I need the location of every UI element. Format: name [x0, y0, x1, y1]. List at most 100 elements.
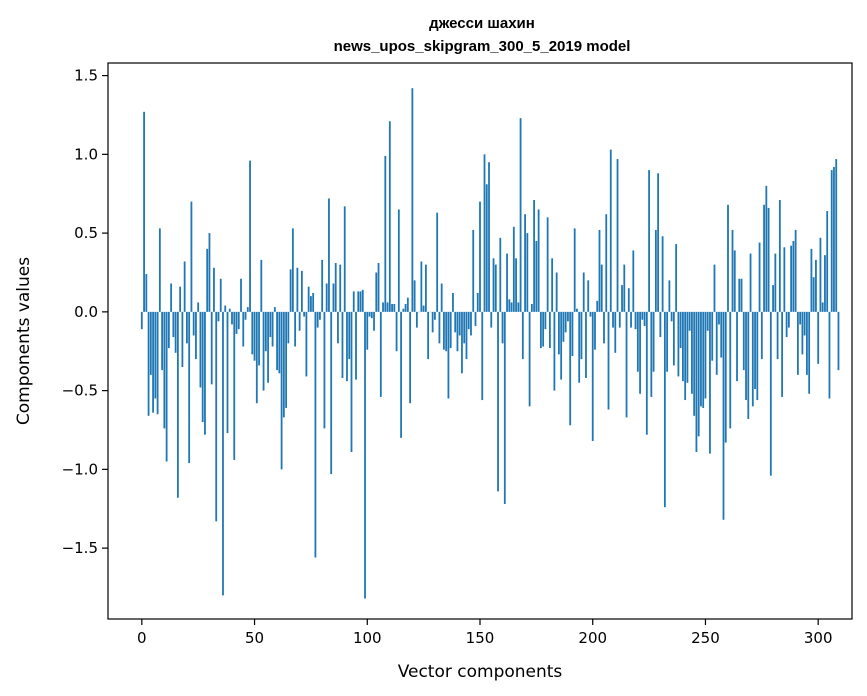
bar	[224, 305, 227, 312]
bar	[760, 311, 763, 360]
bar	[332, 283, 335, 312]
bar	[821, 302, 824, 312]
bar	[607, 311, 610, 410]
bar	[774, 253, 777, 312]
y-tick-label: 0.5	[74, 224, 98, 242]
bar	[625, 311, 628, 418]
bar	[727, 204, 729, 312]
bar	[255, 311, 258, 404]
bar	[291, 228, 294, 312]
bar	[616, 159, 619, 312]
bar	[596, 300, 599, 312]
y-axis-ticks: 1.5 1.0 0.5 0.0 −0.5 −1.0 −1.5	[62, 67, 108, 557]
bar	[316, 311, 319, 328]
bar	[783, 247, 786, 312]
bar	[621, 285, 623, 312]
bar	[404, 303, 407, 312]
bar	[677, 311, 680, 377]
bar	[729, 311, 732, 429]
bar	[235, 311, 238, 334]
bar	[812, 277, 815, 312]
bar	[219, 278, 222, 312]
bar	[192, 311, 195, 336]
bar	[702, 311, 705, 408]
bar	[672, 311, 675, 366]
bar	[578, 311, 581, 383]
bar	[445, 311, 448, 352]
bar	[598, 229, 601, 312]
bar	[359, 291, 362, 312]
bar	[300, 270, 303, 312]
bar	[406, 297, 409, 312]
bar	[395, 311, 398, 352]
bar	[751, 311, 754, 407]
bar	[731, 229, 734, 312]
bar	[830, 170, 833, 312]
bar	[765, 185, 768, 312]
bar	[226, 311, 229, 434]
bar	[240, 278, 242, 312]
x-tick-label: 50	[245, 629, 264, 647]
bar	[364, 311, 366, 599]
bar	[763, 204, 765, 312]
bar	[485, 184, 488, 312]
bar	[174, 311, 177, 353]
bar	[183, 261, 186, 312]
bar	[321, 259, 324, 312]
bar	[535, 240, 538, 312]
bar	[312, 292, 315, 312]
bar	[657, 173, 660, 312]
bar	[636, 311, 639, 372]
bar	[147, 311, 150, 416]
bar	[361, 289, 364, 312]
bar	[280, 311, 283, 470]
bar	[341, 311, 344, 379]
bar	[440, 283, 443, 312]
bar	[384, 155, 387, 312]
y-tick-label: 0.0	[74, 303, 98, 321]
bar	[781, 311, 784, 397]
bar	[215, 311, 218, 522]
bar	[233, 311, 236, 460]
y-tick-label: −1.0	[62, 460, 98, 478]
bar	[431, 311, 434, 333]
bar	[488, 162, 490, 312]
bar	[609, 149, 612, 312]
bar	[449, 311, 452, 349]
bar	[603, 311, 605, 344]
bar	[562, 311, 565, 342]
bar	[679, 311, 682, 349]
bar	[370, 311, 373, 319]
bar	[512, 226, 515, 312]
bar	[242, 311, 245, 347]
bar	[517, 302, 520, 312]
bar	[785, 311, 788, 338]
bar	[826, 211, 829, 312]
bar	[337, 311, 339, 344]
bar	[585, 311, 587, 379]
bar	[375, 272, 378, 312]
bar	[539, 311, 542, 349]
bar	[682, 311, 684, 382]
bar	[424, 264, 427, 312]
bar	[738, 278, 741, 312]
bar	[564, 311, 567, 333]
bar	[244, 311, 247, 320]
bar	[745, 311, 747, 401]
bar	[589, 311, 592, 317]
bar	[499, 237, 502, 312]
bar	[778, 200, 781, 312]
bar	[645, 311, 648, 435]
bar	[204, 311, 206, 435]
bar	[722, 311, 725, 520]
bar	[742, 311, 745, 371]
bar	[402, 308, 405, 312]
bar	[772, 285, 774, 312]
bar	[515, 258, 517, 312]
bar	[510, 302, 513, 312]
bar	[251, 311, 254, 355]
bar	[790, 245, 793, 312]
bar	[393, 303, 396, 312]
bar	[641, 311, 644, 320]
bar	[458, 311, 461, 336]
